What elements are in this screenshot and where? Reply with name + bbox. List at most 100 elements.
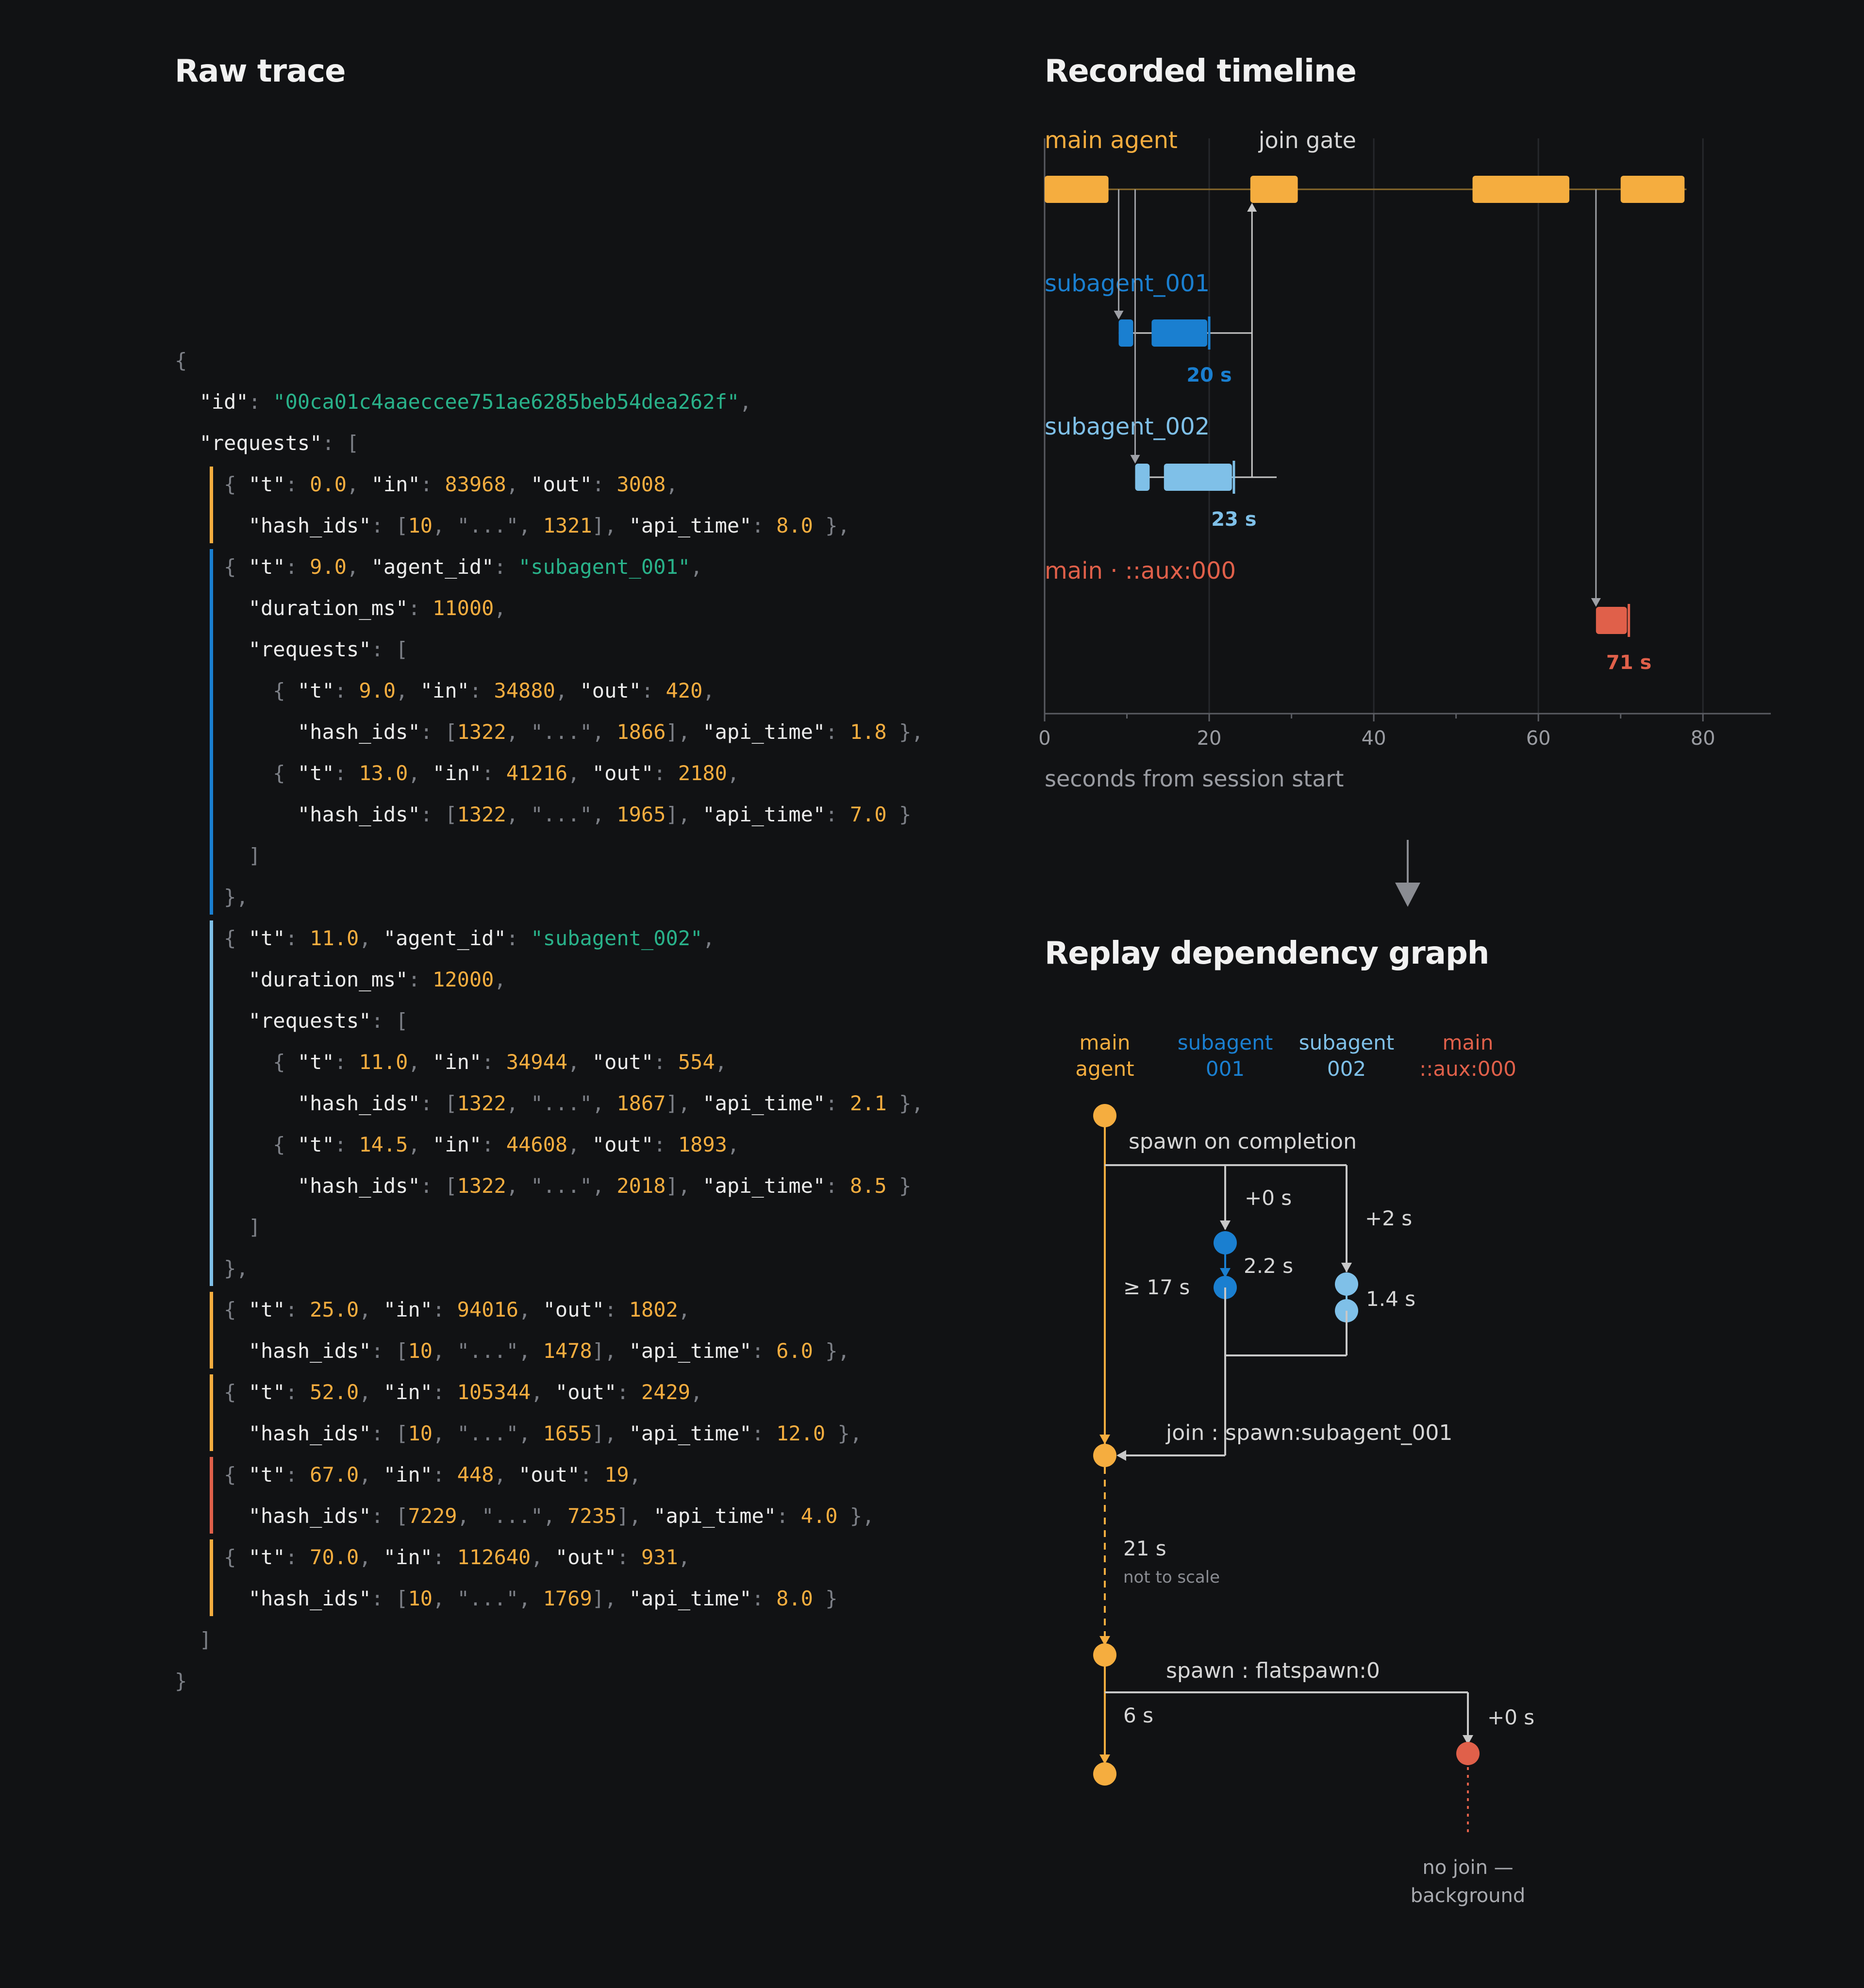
code-token: "id": [199, 390, 249, 414]
code-line: "hash_ids": [1322, "...", 2018], "api_ti…: [175, 1165, 911, 1206]
timeline-title: Recorded timeline: [1045, 53, 1357, 89]
timeline-bar: [1472, 176, 1569, 203]
code-token: :: [408, 968, 433, 991]
code-token: ,: [702, 679, 715, 702]
code-token: {: [175, 349, 187, 372]
code-token: "in": [383, 1298, 433, 1321]
code-token: "hash_ids": [248, 1339, 371, 1363]
code-token: :: [825, 1091, 850, 1115]
code-token: 0.0: [310, 472, 347, 496]
code-token: ]: [175, 1215, 261, 1239]
code-token: "in": [433, 1050, 482, 1074]
code-token: "requests": [199, 431, 322, 455]
code-line: "hash_ids": [1322, "...", 1965], "api_ti…: [175, 794, 911, 835]
column-header: subagent: [1178, 1031, 1273, 1054]
code-token: :: [604, 1298, 629, 1321]
column-header: main: [1080, 1031, 1131, 1054]
code-token: "out": [555, 1545, 617, 1569]
code-token: "hash_ids": [248, 1421, 371, 1445]
code-token: 94016: [457, 1298, 519, 1321]
code-line: "hash_ids": [7229, "...", 7235], "api_ti…: [175, 1495, 875, 1537]
code-token: "out": [580, 679, 641, 702]
code-token: "t": [248, 1463, 285, 1487]
code-token: ,: [396, 679, 420, 702]
code-token: 19: [604, 1463, 629, 1487]
code-line: { "t": 9.0, "agent_id": "subagent_001",: [175, 546, 702, 587]
code-token: , "...",: [457, 1504, 568, 1528]
code-token: : [: [371, 514, 408, 537]
code-token: :: [408, 596, 433, 620]
code-line: "hash_ids": [1322, "...", 1866], "api_ti…: [175, 711, 924, 752]
code-token: : [: [420, 802, 457, 826]
code-token: ,: [494, 596, 506, 620]
code-token: :: [506, 926, 531, 950]
code-token: "duration_ms": [248, 968, 408, 991]
code-line: { "t": 13.0, "in": 41216, "out": 2180,: [175, 752, 739, 794]
code-token: "t": [248, 472, 285, 496]
code-token: 112640: [457, 1545, 531, 1569]
code-token: , "...",: [506, 802, 617, 826]
code-token: :: [616, 1380, 641, 1404]
code-token: :: [616, 1545, 641, 1569]
subagent-002-node: [1335, 1272, 1358, 1296]
request-group-bracket: [210, 549, 213, 915]
code-token: :: [334, 1050, 359, 1074]
main-agent-node: [1093, 1104, 1116, 1127]
code-token: 2018: [616, 1174, 666, 1198]
code-token: "api_time": [702, 1091, 826, 1115]
code-token: 554: [678, 1050, 715, 1074]
code-token: 448: [457, 1463, 494, 1487]
code-token: 10: [408, 1339, 433, 1363]
offset-label: +0 s: [1487, 1705, 1534, 1729]
spawn-arrow-aux-head: [1591, 598, 1601, 607]
code-token: ,: [359, 1463, 383, 1487]
code-line: "hash_ids": [10, "...", 1478], "api_time…: [175, 1330, 850, 1371]
code-token: 1322: [457, 1174, 506, 1198]
code-token: : [: [420, 1174, 457, 1198]
code-token: :: [285, 1545, 310, 1569]
code-line: "hash_ids": [10, "...", 1321], "api_time…: [175, 505, 850, 546]
code-line: { "t": 52.0, "in": 105344, "out": 2429,: [175, 1371, 702, 1413]
code-token: 931: [641, 1545, 678, 1569]
code-token: "subagent_001": [518, 555, 691, 579]
code-token: "requests": [248, 1009, 371, 1033]
code-token: 25.0: [310, 1298, 359, 1321]
code-token: "t": [297, 1050, 334, 1074]
code-token: 67.0: [310, 1463, 359, 1487]
code-token: ,: [518, 1298, 543, 1321]
main-agent-arrowhead: [1099, 1435, 1110, 1444]
code-token: "api_time": [702, 720, 826, 744]
spawn-arrow-subagent-002-head: [1130, 455, 1140, 464]
code-token: ],: [592, 1339, 629, 1363]
code-token: "in": [383, 1463, 433, 1487]
code-line: "hash_ids": [10, "...", 1655], "api_time…: [175, 1413, 862, 1454]
x-tick-label: 60: [1526, 727, 1551, 750]
code-token: 70.0: [310, 1545, 359, 1569]
code-token: "t": [297, 1133, 334, 1156]
code-token: ,: [690, 1380, 703, 1404]
code-token: "subagent_002": [531, 926, 703, 950]
code-line: { "t": 14.5, "in": 44608, "out": 1893,: [175, 1124, 739, 1165]
code-token: }: [813, 1587, 838, 1610]
code-token: "in": [371, 472, 420, 496]
code-token: : [: [322, 431, 359, 455]
code-token: "in": [383, 1545, 433, 1569]
code-token: ,: [359, 1545, 383, 1569]
code-token: 52.0: [310, 1380, 359, 1404]
code-token: 1655: [543, 1421, 592, 1445]
code-token: },: [837, 1504, 875, 1528]
code-line: "requests": [: [175, 629, 408, 670]
code-token: 1321: [543, 514, 592, 537]
code-token: 420: [666, 679, 703, 702]
code-token: ],: [592, 1587, 629, 1610]
code-token: ,: [715, 1050, 727, 1074]
code-token: "in": [420, 679, 469, 702]
code-token: {: [224, 1298, 236, 1321]
code-token: 83968: [445, 472, 506, 496]
code-token: ,: [347, 472, 371, 496]
code-token: 8.0: [776, 514, 813, 537]
code-token: :: [334, 761, 359, 785]
code-token: 11000: [433, 596, 494, 620]
code-token: "t": [297, 761, 334, 785]
code-token: "agent_id": [383, 926, 506, 950]
